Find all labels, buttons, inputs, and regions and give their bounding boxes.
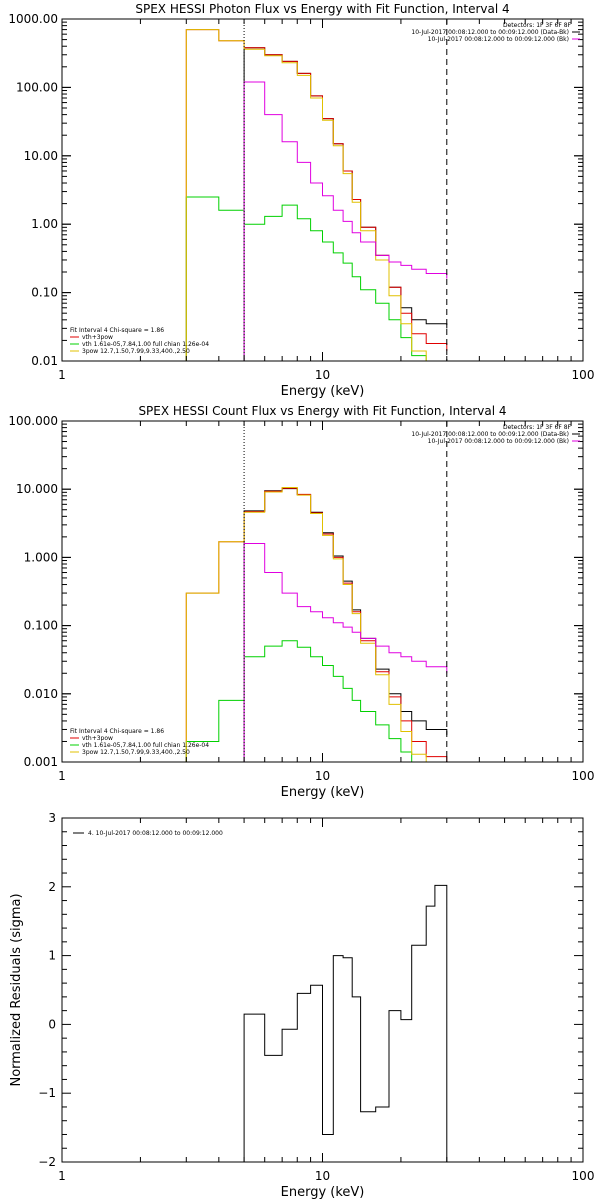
y-tick-label: 0.01 bbox=[31, 354, 58, 368]
legend-entry: 10-Jul-2017 00:08:12.000 to 00:09:12.000… bbox=[428, 36, 569, 43]
series-line-1 bbox=[243, 884, 448, 1162]
y-tick-label: 0.100 bbox=[24, 619, 58, 633]
y-tick-label: 0 bbox=[48, 1017, 56, 1031]
legend-entry: vth 1.61e-05,7.84,1.00 full chian 1.26e-… bbox=[82, 742, 209, 749]
legend-entry: 3pow 12.7,1.50,7.99,9.33,400.,2.50 bbox=[82, 348, 190, 355]
x-tick-label: 10 bbox=[315, 769, 330, 783]
legend-entry: 4. 10-Jul-2017 00:08:12.000 to 00:09:12.… bbox=[88, 830, 223, 837]
series-line-5 bbox=[243, 81, 448, 361]
series-line-5 bbox=[243, 543, 448, 762]
y-tick-label: −2 bbox=[38, 1155, 56, 1169]
legend-entry: 10-Jul-2017 00:08:12.000 to 00:09:12.000… bbox=[411, 431, 569, 438]
y-tick-label: 1000.00 bbox=[8, 12, 58, 26]
x-tick-label: 1 bbox=[58, 769, 66, 783]
y-tick-label: 1.000 bbox=[24, 550, 58, 564]
y-tick-label: 2 bbox=[48, 880, 56, 894]
legend-entry: 10-Jul-2017 00:08:12.000 to 00:09:12.000… bbox=[411, 29, 569, 36]
legend-entry: vth+3pow bbox=[82, 735, 113, 742]
series-group bbox=[243, 884, 448, 1162]
legend-residuals: 4. 10-Jul-2017 00:08:12.000 to 00:09:12.… bbox=[73, 830, 223, 837]
series-line-3 bbox=[185, 196, 427, 361]
y-tick-label: 1 bbox=[48, 949, 56, 963]
y-tick-label: 3 bbox=[48, 811, 56, 825]
series-line-2 bbox=[185, 29, 448, 361]
series-group bbox=[185, 29, 448, 361]
x-tick-label: 100 bbox=[572, 769, 595, 783]
y-tick-label: 1.00 bbox=[31, 217, 58, 231]
y-tick-label: 10.00 bbox=[24, 149, 58, 163]
x-tick-label: 100 bbox=[572, 368, 595, 382]
legend-entry: 10-Jul-2017 00:08:12.000 to 00:09:12.000… bbox=[428, 438, 569, 445]
series-group bbox=[185, 487, 448, 762]
series-line-3 bbox=[185, 640, 427, 762]
x-tick-label: 1 bbox=[58, 1169, 66, 1183]
x-axis-label: Energy (keV) bbox=[281, 1185, 365, 1200]
x-tick-label: 10 bbox=[315, 368, 330, 382]
legend-bottom-left: Fit Interval 4 Chi-square = 1.86vth+3pow… bbox=[70, 728, 209, 756]
legend-bottom-left: Fit Interval 4 Chi-square = 1.86vth+3pow… bbox=[70, 327, 209, 355]
fit-summary: Fit Interval 4 Chi-square = 1.86 bbox=[70, 728, 164, 735]
y-tick-label: 0.001 bbox=[24, 755, 58, 769]
y-axis-label: Normalized Residuals (sigma) bbox=[9, 893, 24, 1086]
x-axis-label: Energy (keV) bbox=[281, 384, 365, 399]
series-line-1 bbox=[243, 47, 448, 361]
x-tick-label: 100 bbox=[572, 1169, 595, 1183]
plot-panel-2: SPEX HESSI Count Flux vs Energy with Fit… bbox=[8, 404, 594, 800]
detectors-label: Detectors: 1F 3F 6F 8F bbox=[503, 22, 572, 29]
x-tick-label: 1 bbox=[58, 368, 66, 382]
y-tick-label: 10.000 bbox=[16, 482, 58, 496]
y-tick-label: 100.000 bbox=[8, 414, 58, 428]
plot-panel-3: 1 10 100 Energy (keV) −2 −1 0 1 2 3 Normalized Res… bbox=[9, 811, 594, 1200]
y-tick-label: 0.010 bbox=[24, 687, 58, 701]
y-tick-label: 100.00 bbox=[16, 80, 58, 94]
series-line-1 bbox=[243, 488, 448, 762]
legend-entry: vth 1.61e-05,7.84,1.00 full chian 1.26e-… bbox=[82, 341, 209, 348]
legend-entry: 3pow 12.7,1.50,7.99,9.33,400.,2.50 bbox=[82, 749, 190, 756]
chart-title: SPEX HESSI Photon Flux vs Energy with Fi… bbox=[135, 2, 509, 16]
series-line-4 bbox=[185, 487, 427, 762]
y-tick-label: 0.10 bbox=[31, 286, 58, 300]
x-axis-label: Energy (keV) bbox=[281, 785, 365, 800]
fit-summary: Fit Interval 4 Chi-square = 1.86 bbox=[70, 327, 164, 334]
plot-panel-1: SPEX HESSI Photon Flux vs Energy with Fi… bbox=[8, 2, 594, 399]
detectors-label: Detectors: 1F 3F 6F 8F bbox=[503, 424, 572, 431]
legend-entry: vth+3pow bbox=[82, 334, 113, 341]
chart-title: SPEX HESSI Count Flux vs Energy with Fit… bbox=[138, 404, 506, 418]
series-line-4 bbox=[185, 29, 427, 361]
x-tick-label: 10 bbox=[315, 1169, 330, 1183]
y-tick-label: −1 bbox=[38, 1086, 56, 1100]
series-line-2 bbox=[185, 487, 448, 762]
plot-frame bbox=[61, 420, 584, 763]
